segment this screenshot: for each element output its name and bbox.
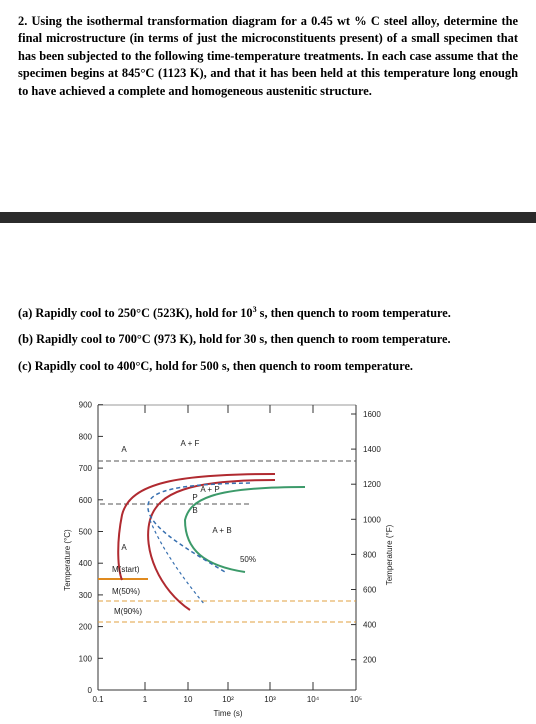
y-axis-label: Temperature (°C) bbox=[63, 529, 72, 591]
y-tick-label: 200 bbox=[79, 623, 93, 632]
y2-tick-label: 1600 bbox=[363, 410, 381, 419]
x-tick-label: 0.1 bbox=[92, 695, 104, 704]
region-label: M(90%) bbox=[114, 607, 142, 616]
q-text: (a) Rapidly cool to 250°C (523K), hold f… bbox=[18, 306, 253, 321]
y2-axis-label: Temperature (°F) bbox=[385, 524, 394, 585]
y-tick-label: 100 bbox=[79, 654, 93, 663]
region-label: M(start) bbox=[112, 565, 140, 574]
region-label: M(50%) bbox=[112, 587, 140, 596]
x-tick-label: 10 bbox=[184, 695, 193, 704]
region-label: 50% bbox=[240, 555, 256, 564]
x-tick-label: 10² bbox=[222, 695, 234, 704]
region-label: B bbox=[192, 506, 197, 515]
x-tick-label: 1 bbox=[143, 695, 148, 704]
x-tick-label: 10³ bbox=[264, 695, 276, 704]
divider bbox=[0, 212, 536, 223]
y-tick-label: 500 bbox=[79, 528, 93, 537]
y2-tick-label: 1000 bbox=[363, 515, 381, 524]
region-label: P bbox=[192, 493, 197, 502]
x-axis-label: Time (s) bbox=[213, 709, 242, 718]
x-tick-label: 10⁴ bbox=[307, 695, 320, 704]
y-tick-label: 800 bbox=[79, 432, 93, 441]
region-label: A + F bbox=[181, 439, 200, 448]
question: (a) Rapidly cool to 250°C (523K), hold f… bbox=[18, 305, 451, 321]
q-sup: 3 bbox=[252, 305, 257, 314]
y-tick-label: 600 bbox=[79, 496, 93, 505]
question: (b) Rapidly cool to 700°C (973 K), hold … bbox=[18, 332, 451, 346]
y2-tick-label: 600 bbox=[363, 586, 377, 595]
y2-tick-label: 200 bbox=[363, 656, 377, 665]
y-tick-label: 900 bbox=[79, 401, 93, 410]
y-tick-label: 0 bbox=[88, 686, 93, 695]
y2-tick-label: 800 bbox=[363, 550, 377, 559]
q-text: s, then quench to room temperature. bbox=[256, 306, 451, 321]
region-label: A bbox=[121, 445, 127, 454]
problem-text: 2. Using the isothermal transformation d… bbox=[18, 14, 518, 98]
question: (c) Rapidly cool to 400°C, hold for 500 … bbox=[18, 359, 413, 373]
y-tick-label: 700 bbox=[79, 464, 93, 473]
frame bbox=[97, 404, 357, 691]
y-tick-label: 300 bbox=[79, 591, 93, 600]
region-label: A + B bbox=[212, 526, 231, 535]
region-label: A bbox=[121, 543, 127, 552]
y2-tick-label: 400 bbox=[363, 621, 377, 630]
y2-tick-label: 1400 bbox=[363, 445, 381, 454]
region-label: A + P bbox=[200, 485, 219, 494]
x-tick-label: 10⁵ bbox=[350, 695, 362, 704]
y-tick-label: 400 bbox=[79, 559, 93, 568]
y2-tick-label: 1200 bbox=[363, 480, 381, 489]
